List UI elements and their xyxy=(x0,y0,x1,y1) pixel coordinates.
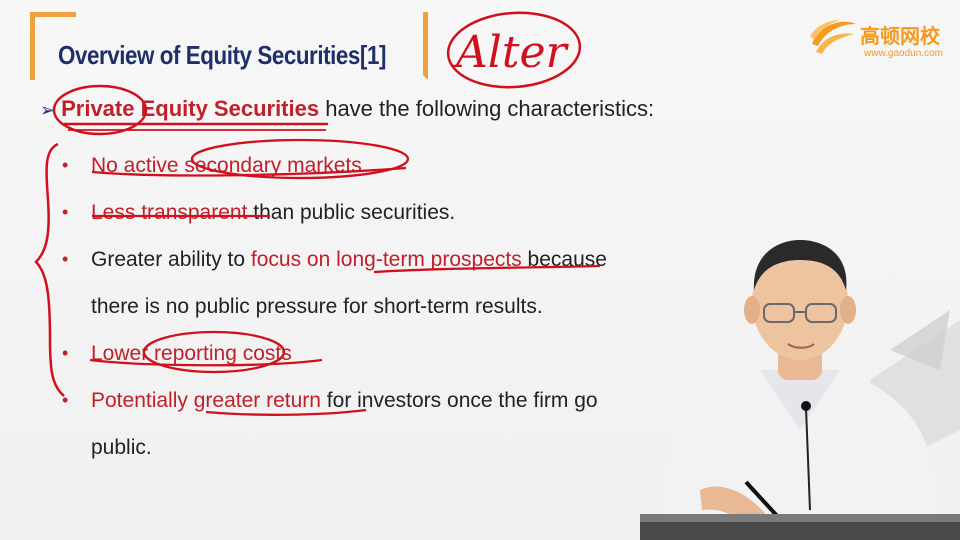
bullet-dot-icon: • xyxy=(62,343,69,363)
presenter-figure xyxy=(640,240,960,540)
intro-rest: have the following characteristics: xyxy=(319,96,655,121)
title-bracket-right xyxy=(398,12,428,80)
bullet-item: public. xyxy=(62,424,722,471)
bullet-text: public. xyxy=(91,436,152,459)
bullet-text: than public securities. xyxy=(247,201,456,224)
logo-name: 高顿网校 xyxy=(860,24,940,48)
bullet-dot-icon: • xyxy=(62,390,69,410)
bullet-text: Potentially xyxy=(91,389,194,412)
bullet-item: there is no public pressure for short-te… xyxy=(62,283,722,330)
bullet-text: greater return xyxy=(193,389,321,412)
bullet-text: focus on long-term prospects xyxy=(250,248,522,271)
bullet-text: No active secondary markets xyxy=(91,154,362,177)
bullet-item: • No active secondary markets xyxy=(62,142,722,189)
bullet-list: • No active secondary markets • Less transp… xyxy=(62,142,722,471)
bullet-text: for investors once the firm go xyxy=(320,389,598,412)
bullet-item: • Lower reporting costs xyxy=(62,330,722,377)
bullet-item: • Less transparent than public securities… xyxy=(62,189,722,236)
arrow-bullet-icon: ➢ xyxy=(40,100,56,120)
bullet-text: there is no public pressure for short-te… xyxy=(91,295,543,318)
intro-line: ➢ Private Equity Securities have the foll… xyxy=(40,96,654,122)
intro-highlight: Private Equity Securities xyxy=(61,96,320,121)
bullet-text: Less transparent xyxy=(91,201,248,224)
bullet-text: Greater ability to xyxy=(91,248,251,271)
bullet-text: because xyxy=(521,248,607,271)
bullet-text: Lower reporting costs xyxy=(91,342,292,365)
bullet-dot-icon: • xyxy=(62,202,69,222)
bullet-item: • Greater ability to focus on long-term p… xyxy=(62,236,722,283)
bullet-dot-icon: • xyxy=(62,249,69,269)
bullet-item: • Potentially greater return for investor… xyxy=(62,377,722,424)
logo-swoosh-icon xyxy=(810,20,856,54)
bullet-dot-icon: • xyxy=(62,155,69,175)
handwriting-alter: Alter xyxy=(452,27,570,78)
logo-url: www.gaodun.com xyxy=(864,48,943,59)
title-bracket-left xyxy=(30,12,76,80)
slide-title: Overview of Equity Securities[1] xyxy=(58,40,386,70)
brand-logo: 高顿网校 www.gaodun.com xyxy=(806,14,956,62)
